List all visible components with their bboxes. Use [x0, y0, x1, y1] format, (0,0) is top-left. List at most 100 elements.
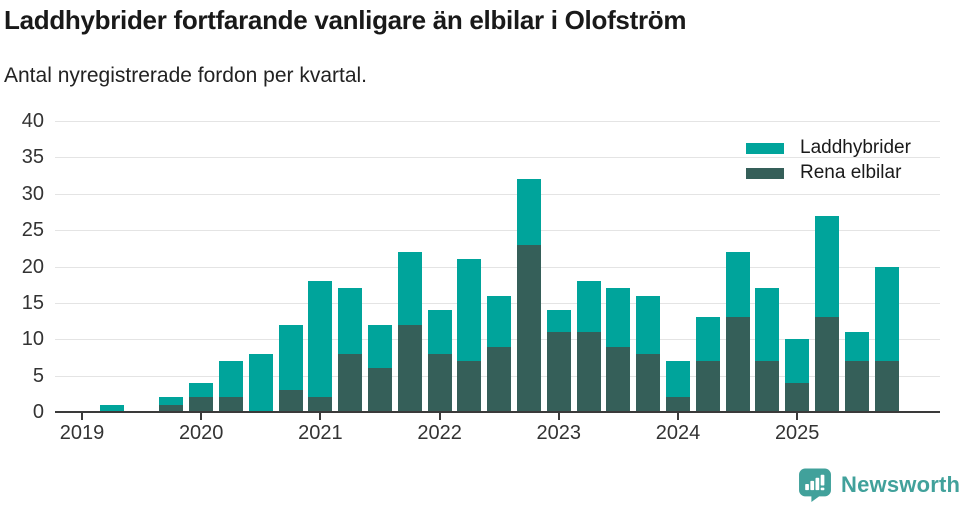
x-tick-2024	[677, 413, 679, 420]
bar-segment-laddhybrider	[248, 353, 273, 412]
bar-segment-laddhybrider	[844, 331, 869, 362]
bar-segment-laddhybrider	[546, 310, 571, 332]
bar-segment-laddhybrider	[487, 295, 512, 347]
x-axis-line	[55, 411, 940, 413]
bar-segment-laddhybrider	[755, 288, 780, 362]
bar-segment-rena-elbilar	[189, 397, 214, 412]
legend-item-laddhybrider: Laddhybrider	[746, 137, 911, 158]
x-tick-2019	[81, 413, 83, 420]
bar-segment-rena-elbilar	[368, 368, 392, 412]
bar-segment-laddhybrider	[278, 324, 303, 391]
bar-segment-laddhybrider	[666, 361, 690, 398]
bar-segment-rena-elbilar	[695, 361, 720, 412]
bar-2021k4	[397, 251, 422, 412]
y-tick-label-0: 0	[32, 401, 44, 423]
bar-segment-rena-elbilar	[487, 346, 512, 412]
bar-segment-laddhybrider	[189, 382, 214, 398]
x-tick-2025	[796, 413, 799, 420]
legend-label-laddhybrider: Laddhybrider	[800, 137, 911, 158]
plot-area	[55, 121, 940, 420]
bar-segment-laddhybrider	[785, 339, 810, 383]
x-tick-label-2020: 2020	[178, 422, 224, 444]
bar-2025k2	[815, 215, 839, 412]
bar-2020k1	[189, 382, 214, 412]
bar-segment-laddhybrider	[457, 259, 482, 362]
newsworthy-logo-icon	[799, 468, 831, 502]
bar-segment-rena-elbilar	[725, 317, 750, 412]
bar-segment-laddhybrider	[874, 266, 899, 362]
bar-segment-laddhybrider	[159, 397, 184, 405]
x-tick-label-2025: 2025	[774, 422, 820, 444]
gridline-20	[55, 266, 940, 268]
bar-2023k2	[576, 281, 601, 412]
bar-2022k3	[487, 295, 512, 412]
bar-2021k3	[368, 324, 392, 412]
chart-subtitle: Antal nyregistrerade fordon per kvartal.	[4, 64, 368, 87]
bar-segment-laddhybrider	[219, 361, 243, 398]
bar-2023k4	[636, 295, 661, 412]
bar-segment-rena-elbilar	[397, 324, 422, 412]
bar-segment-laddhybrider	[576, 281, 601, 332]
x-tick-label-2024: 2024	[655, 422, 701, 444]
bar-segment-rena-elbilar	[815, 317, 839, 412]
y-tick-label-20: 20	[21, 255, 44, 278]
bar-2025k4	[874, 266, 899, 412]
y-tick-label-25: 25	[21, 219, 44, 242]
y-tick-label-30: 30	[21, 182, 44, 205]
bar-segment-rena-elbilar	[755, 361, 780, 412]
bar-segment-laddhybrider	[368, 324, 392, 369]
bar-2020k4	[278, 324, 303, 412]
x-tick-2022	[438, 413, 441, 420]
y-tick-label-10: 10	[21, 328, 44, 351]
bar-segment-laddhybrider	[725, 251, 750, 318]
bar-segment-rena-elbilar	[606, 346, 631, 412]
bar-segment-laddhybrider	[427, 310, 452, 354]
bar-segment-rena-elbilar	[159, 404, 184, 412]
bar-2022k1	[427, 310, 452, 412]
bar-segment-laddhybrider	[308, 281, 333, 398]
bar-2020k2	[219, 361, 243, 412]
bar-segment-rena-elbilar	[427, 353, 452, 412]
bar-segment-rena-elbilar	[666, 397, 690, 412]
bar-2021k2	[338, 288, 363, 412]
x-tick-label-2022: 2022	[417, 422, 462, 444]
bar-segment-rena-elbilar	[278, 390, 303, 412]
bar-2021k1	[308, 281, 333, 412]
y-tick-label-35: 35	[21, 146, 44, 169]
legend: Laddhybrider Rena elbilar	[746, 137, 911, 190]
chart-title: Laddhybrider fortfarande vanligare än el…	[4, 5, 687, 35]
x-tick-2021	[319, 413, 322, 420]
x-tick-label-2019: 2019	[59, 422, 105, 444]
bar-2025k3	[844, 331, 869, 412]
y-tick-label-40: 40	[21, 110, 44, 132]
bar-segment-rena-elbilar	[308, 397, 333, 412]
bar-2019k2	[99, 404, 124, 412]
bar-2025k1	[785, 339, 810, 412]
bar-segment-rena-elbilar	[338, 353, 363, 412]
bar-2022k2	[457, 259, 482, 412]
gridline-25	[55, 230, 940, 232]
bar-2019k4	[159, 397, 184, 412]
bar-segment-laddhybrider	[636, 295, 661, 354]
gridline-40	[55, 121, 940, 122]
legend-swatch-rena-elbilar-icon	[746, 167, 784, 179]
bar-segment-rena-elbilar	[546, 331, 571, 412]
bar-segment-rena-elbilar	[457, 361, 482, 412]
bar-2024k4	[755, 288, 780, 412]
brand-link[interactable]: Newsworthy	[798, 468, 960, 502]
gridline-35	[55, 157, 940, 159]
bar-segment-rena-elbilar	[517, 244, 541, 412]
y-tick-label-5: 5	[32, 364, 44, 387]
legend-swatch-laddhybrider-icon	[746, 142, 784, 154]
bar-2024k1	[666, 361, 690, 412]
bar-segment-laddhybrider	[397, 251, 422, 325]
bar-segment-laddhybrider	[606, 288, 631, 347]
bar-2023k1	[546, 310, 571, 412]
bar-segment-laddhybrider	[695, 317, 720, 362]
bar-2024k3	[725, 251, 750, 412]
x-tick-label-2023: 2023	[536, 422, 582, 444]
legend-label-rena-elbilar: Rena elbilar	[800, 162, 902, 183]
brand-name: Newsworthy	[841, 472, 960, 497]
bar-segment-rena-elbilar	[576, 331, 601, 412]
